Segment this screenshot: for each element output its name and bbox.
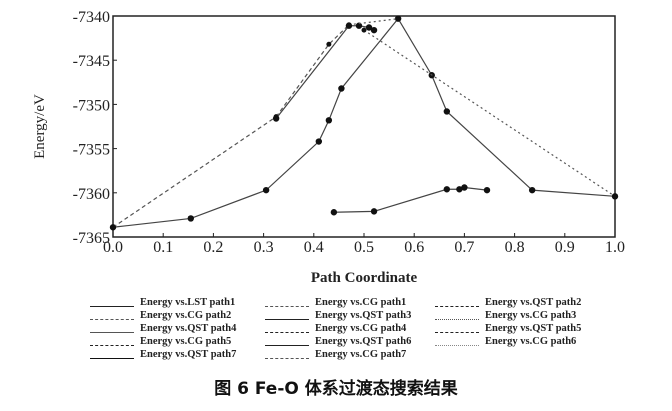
x-tick-label: 0.6 (404, 239, 424, 256)
data-point (338, 85, 345, 92)
legend-label: Energy vs.QST path7 (140, 349, 237, 360)
legend-marker-dashed-icon (265, 358, 309, 360)
legend-item: Energy vs.CG path3 (435, 310, 576, 321)
legend-label: Energy vs.CG path4 (315, 323, 407, 334)
x-tick-label: 0.3 (254, 239, 274, 256)
legend-label: Energy vs.CG path5 (140, 336, 232, 347)
energy-path-chart: 0.0 0.1 0.2 0.3 0.4 0.5 0.6 0.7 0.8 0.9 1.0 -7340 -7… (32, 9, 625, 286)
legend-label: Energy vs.QST path3 (315, 310, 412, 321)
legend-item: Energy vs.QST path6 (265, 336, 411, 347)
legend-label: Energy vs.QST path4 (140, 323, 237, 334)
data-point (443, 108, 451, 115)
series-line-0 (112, 17, 616, 228)
legend-marker-dashed-icon (90, 319, 134, 321)
data-point (370, 208, 378, 215)
y-tick-label: -7345 (73, 53, 110, 70)
x-tick-label: 0.2 (203, 239, 223, 256)
legend-item: Energy vs.QST path2 (435, 297, 581, 308)
x-tick-label: 1.0 (605, 239, 625, 256)
legend-marker-dashed-icon (435, 332, 479, 334)
legend-item: Energy vs.CG path7 (265, 349, 406, 360)
data-point (187, 215, 195, 222)
data-point (272, 115, 280, 122)
legend-item: Energy vs.QST path5 (435, 323, 581, 334)
legend-item: Energy vs.CG path1 (265, 297, 406, 308)
legend-label: Energy vs.CG path1 (315, 297, 407, 308)
y-tick-label: -7340 (73, 9, 110, 26)
data-point (456, 186, 463, 193)
legend-label: Energy vs.CG path7 (315, 349, 407, 360)
x-tick-label: 0.8 (505, 239, 525, 256)
x-tick-label: 0.0 (103, 239, 123, 256)
legend-marker-dotted-icon (435, 345, 479, 347)
legend-item: Energy vs.LST path1 (90, 297, 235, 308)
legend-item: Energy vs.CG path6 (435, 336, 576, 347)
legend-marker-solid-icon (90, 332, 134, 334)
data-point (361, 27, 367, 33)
legend-label: Energy vs.QST path2 (485, 297, 582, 308)
y-axis-label: Energy/eV (32, 94, 48, 159)
x-tick-label: 0.7 (454, 239, 474, 256)
series-line-6 (333, 186, 488, 213)
data-point (528, 186, 536, 194)
legend-item: Energy vs.QST path4 (90, 323, 236, 334)
legend-label: Energy vs.LST path1 (140, 297, 236, 308)
legend-marker-solid-icon (265, 319, 309, 321)
data-point (370, 26, 378, 34)
legend-item: Energy vs.QST path7 (90, 349, 236, 360)
legend-marker-solid-icon (265, 345, 309, 347)
x-tick-label: 0.1 (153, 239, 173, 256)
legend-label: Energy vs.QST path5 (485, 323, 582, 334)
plot-frame (112, 15, 616, 238)
series-line-4 (363, 29, 616, 197)
legend-item: Energy vs.CG path4 (265, 323, 406, 334)
y-tick-label: -7365 (73, 230, 110, 247)
data-point (443, 186, 451, 193)
legend-label: Energy vs.QST path6 (315, 336, 412, 347)
legend-marker-solid-icon (90, 306, 134, 308)
y-tick-label: -7350 (73, 97, 110, 114)
series-line-1 (112, 116, 277, 228)
data-point (365, 24, 373, 31)
legend-item: Energy vs.CG path5 (90, 336, 231, 347)
legend-marker-solid-icon (90, 358, 134, 360)
data-point (612, 193, 618, 199)
legend-marker-dashed-icon (265, 332, 309, 334)
data-point (325, 117, 333, 124)
data-point (355, 22, 363, 29)
x-tick-label: 0.9 (555, 239, 575, 256)
data-point (326, 41, 332, 47)
legend-item: Energy vs.CG path2 (90, 310, 231, 321)
series-line-2 (275, 24, 350, 118)
data-point (346, 22, 352, 28)
legend-label: Energy vs.CG path2 (140, 310, 232, 321)
data-point (330, 209, 338, 216)
data-point (395, 16, 401, 22)
x-axis-label: Path Coordinate (311, 270, 418, 286)
legend-marker-dashed-icon (90, 345, 134, 347)
data-point (461, 184, 468, 191)
legend-label: Energy vs.CG path6 (485, 336, 577, 347)
x-tick-label: 0.5 (354, 239, 374, 256)
legend-item: Energy vs.QST path3 (265, 310, 411, 321)
legend-marker-dashed-icon (265, 306, 309, 308)
y-tick-label: -7360 (73, 186, 110, 203)
legend-marker-dotted-icon (435, 319, 479, 321)
figure-caption: 图 6 Fe-O 体系过渡态搜索结果 (214, 379, 458, 399)
data-point (315, 138, 323, 145)
data-point (110, 224, 116, 230)
y-tick-label: -7355 (73, 142, 110, 159)
data-point (483, 186, 491, 194)
series-line-5 (348, 18, 399, 26)
data-point (262, 186, 270, 194)
legend-marker-dashed-icon (435, 306, 479, 308)
x-tick-label: 0.4 (304, 239, 324, 256)
series-line-3 (275, 25, 375, 119)
legend-label: Energy vs.CG path3 (485, 310, 577, 321)
